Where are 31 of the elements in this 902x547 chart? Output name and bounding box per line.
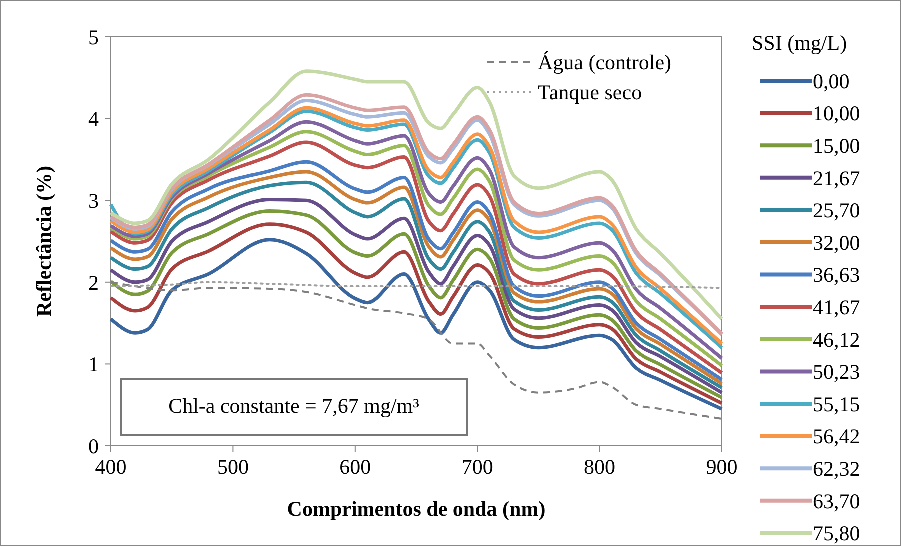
legend-label: 62,32	[813, 456, 860, 481]
legend-label: 63,70	[813, 489, 860, 514]
legend-label: 32,00	[813, 230, 860, 255]
legend-title: SSI (mg/L)	[752, 31, 848, 55]
x-tick-label: 600	[340, 455, 372, 479]
legend-label: Tanque seco	[538, 80, 642, 104]
y-tick-label: 5	[88, 25, 99, 50]
legend-label: 0,00	[813, 69, 850, 94]
legend-label: 75,80	[813, 522, 860, 546]
y-tick-label: 2	[88, 270, 99, 295]
legend-label: 36,63	[813, 263, 860, 288]
legend-label: 46,12	[813, 328, 860, 352]
legend-label: 21,67	[813, 166, 860, 190]
legend-label: 56,42	[813, 424, 860, 449]
legend-label: 15,00	[813, 134, 860, 158]
y-tick-label: 1	[88, 352, 99, 377]
legend-label: 41,67	[813, 295, 860, 320]
legend-label: 50,23	[813, 360, 860, 384]
y-tick-label: 3	[88, 188, 99, 213]
legend-label: 55,15	[813, 392, 860, 416]
legend-label: Água (controle)	[538, 50, 672, 74]
x-tick-label: 700	[462, 455, 494, 479]
y-axis-title: Reflectância (%)	[32, 166, 56, 318]
x-tick-label: 500	[217, 455, 249, 479]
annotation: Chl-a constante = 7,67 mg/m³	[168, 394, 420, 418]
y-tick-label: 4	[88, 107, 100, 132]
x-tick-label: 900	[706, 455, 738, 479]
x-axis-title: Comprimentos de onda (nm)	[287, 497, 546, 521]
legend-label: 25,70	[813, 198, 860, 223]
legend-label: 10,00	[813, 102, 860, 126]
x-tick-label: 800	[584, 455, 616, 479]
